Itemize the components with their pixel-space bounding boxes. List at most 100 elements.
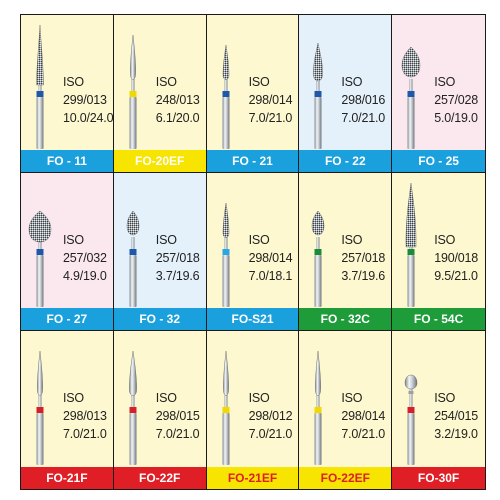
bur-spec: ISO 298/014 7.0/21.0 [341, 389, 385, 443]
bur-spec: ISO 299/013 10.0/24.0 [63, 73, 113, 127]
bur-spec: ISO 257/018 3.7/19.6 [341, 231, 385, 285]
iso-standard-label: ISO [63, 75, 84, 89]
bur-card: ISO 190/018 9.5/21.0 FO - 54C [392, 173, 485, 331]
bur-card: ISO 298/014 7.0/21.0 FO - 21 [206, 15, 300, 173]
bur-card: ISO 298/016 7.0/21.0 FO - 22 [299, 15, 393, 173]
product-code-label: FO - 54C [392, 308, 485, 330]
bur-card: ISO 298/015 7.0/21.0 FO-22F [113, 331, 207, 489]
iso-standard-label: ISO [63, 233, 84, 247]
iso-reference-number: 257/018 [155, 251, 200, 265]
bur-card: ISO 298/014 7.0/18.1 FO-S21 [206, 173, 300, 331]
iso-reference-number: 257/018 [341, 251, 386, 265]
iso-standard-label: ISO [155, 75, 177, 89]
bur-card: ISO 257/018 3.7/19.6 FO - 32C [299, 173, 393, 331]
bur-panel [392, 15, 485, 150]
iso-reference-number: 298/015 [155, 409, 200, 423]
flame-bur-icon [129, 350, 137, 465]
flame-bur-icon [36, 350, 44, 465]
bur-spec: ISO 257/018 3.7/19.6 [156, 231, 200, 285]
bur-spec: ISO 298/013 7.0/21.0 [63, 389, 107, 443]
bur-card: ISO 298/014 7.0/21.0 FO-22EF [299, 331, 393, 489]
iso-standard-label: ISO [341, 75, 363, 89]
bur-dimensions: 7.0/21.0 [248, 427, 293, 441]
iso-standard-label: ISO [434, 391, 456, 405]
product-code-label: FO-22EF [299, 467, 392, 489]
bur-panel [299, 331, 392, 467]
bur-dimensions: 10.0/24.0 [63, 111, 114, 125]
iso-reference-number: 257/032 [63, 251, 107, 265]
bud-bur-icon [28, 210, 52, 307]
bur-card: ISO 257/028 5.0/19.0 FO - 25 [392, 15, 485, 173]
product-code-label: FO - 11 [21, 150, 113, 172]
bur-spec: ISO 298/014 7.0/18.1 [249, 231, 293, 285]
bur-panel [21, 15, 113, 150]
product-code-label: FO-22F [113, 467, 206, 489]
iso-reference-number: 257/028 [434, 93, 478, 107]
bur-dimensions: 5.0/19.0 [434, 111, 478, 125]
iso-standard-label: ISO [341, 391, 363, 405]
bur-card: ISO 254/015 3.2/19.0 FO-30F [392, 331, 485, 489]
product-code-label: FO-21EF [206, 467, 299, 489]
bur-panel [206, 173, 299, 308]
bur-dimensions: 3.7/19.6 [341, 269, 385, 283]
iso-reference-number: 298/014 [248, 93, 293, 107]
iso-standard-label: ISO [248, 75, 270, 89]
bur-spec: ISO 257/032 4.9/19.0 [63, 231, 107, 285]
bur-catalog-grid: ISO 299/013 10.0/24.0 FO - 11 ISO 248/013 6.1/… [20, 14, 486, 490]
product-code-label: FO-30F [392, 467, 485, 489]
bur-dimensions: 7.0/21.0 [155, 427, 200, 441]
bur-panel [206, 15, 299, 150]
pointed-taper-bur-icon [405, 182, 417, 307]
bur-card: ISO 248/013 6.1/20.0 FO-20EF [113, 15, 207, 173]
flame-bur-icon [313, 42, 324, 149]
bur-card: ISO 298/013 7.0/21.0 FO-21F [21, 331, 114, 489]
iso-reference-number: 298/014 [341, 409, 386, 423]
bur-card: ISO 257/032 4.9/19.0 FO - 27 [21, 173, 114, 331]
iso-reference-number: 248/013 [155, 93, 200, 107]
iso-standard-label: ISO [155, 233, 177, 247]
bur-dimensions: 7.0/21.0 [63, 427, 107, 441]
iso-reference-number: 298/013 [63, 409, 107, 423]
bur-card: ISO 257/018 3.7/19.6 FO - 32 [113, 173, 207, 331]
iso-standard-label: ISO [341, 233, 363, 247]
iso-standard-label: ISO [63, 391, 84, 405]
iso-reference-number: 299/013 [63, 93, 107, 107]
iso-standard-label: ISO [248, 391, 270, 405]
product-code-label: FO - 32 [113, 308, 206, 330]
bur-spec: ISO 298/014 7.0/21.0 [249, 73, 293, 127]
bur-dimensions: 3.2/19.0 [434, 427, 478, 441]
bur-dimensions: 7.0/21.0 [248, 111, 293, 125]
bur-dimensions: 9.5/21.0 [434, 269, 478, 283]
product-code-label: FO - 21 [206, 150, 299, 172]
iso-reference-number: 298/012 [248, 409, 293, 423]
bur-card: ISO 299/013 10.0/24.0 FO - 11 [21, 15, 114, 173]
bur-panel [299, 15, 392, 150]
product-code-label: FO - 22 [299, 150, 392, 172]
iso-standard-label: ISO [248, 233, 270, 247]
iso-reference-number: 254/015 [434, 409, 478, 423]
iso-reference-number: 298/014 [248, 251, 293, 265]
product-code-label: FO-20EF [113, 150, 206, 172]
bur-spec: ISO 298/015 7.0/21.0 [156, 389, 200, 443]
bur-dimensions: 7.0/21.0 [341, 427, 385, 441]
bur-panel [392, 331, 485, 467]
flame-bur-icon [314, 350, 322, 465]
bur-spec: ISO 254/015 3.2/19.0 [434, 389, 478, 443]
ball-bur-icon [404, 374, 418, 465]
bur-spec: ISO 298/012 7.0/21.0 [249, 389, 293, 443]
bur-dimensions: 3.7/19.6 [155, 269, 200, 283]
bud-bur-icon [312, 210, 325, 307]
bur-dimensions: 7.0/18.1 [248, 269, 293, 283]
product-code-label: FO - 25 [392, 150, 485, 172]
pointed-taper-bur-icon [36, 24, 44, 149]
bur-dimensions: 6.1/20.0 [155, 111, 200, 125]
bur-dimensions: 4.9/19.0 [63, 269, 107, 283]
iso-standard-label: ISO [155, 391, 177, 405]
bud-bur-icon [126, 210, 139, 307]
bur-panel [299, 173, 392, 308]
product-code-label: FO-S21 [206, 308, 299, 330]
bur-panel [206, 331, 299, 467]
bur-spec: ISO 257/028 5.0/19.0 [434, 73, 478, 127]
bur-dimensions: 7.0/21.0 [341, 111, 385, 125]
bur-card: ISO 298/012 7.0/21.0 FO-21EF [206, 331, 300, 489]
